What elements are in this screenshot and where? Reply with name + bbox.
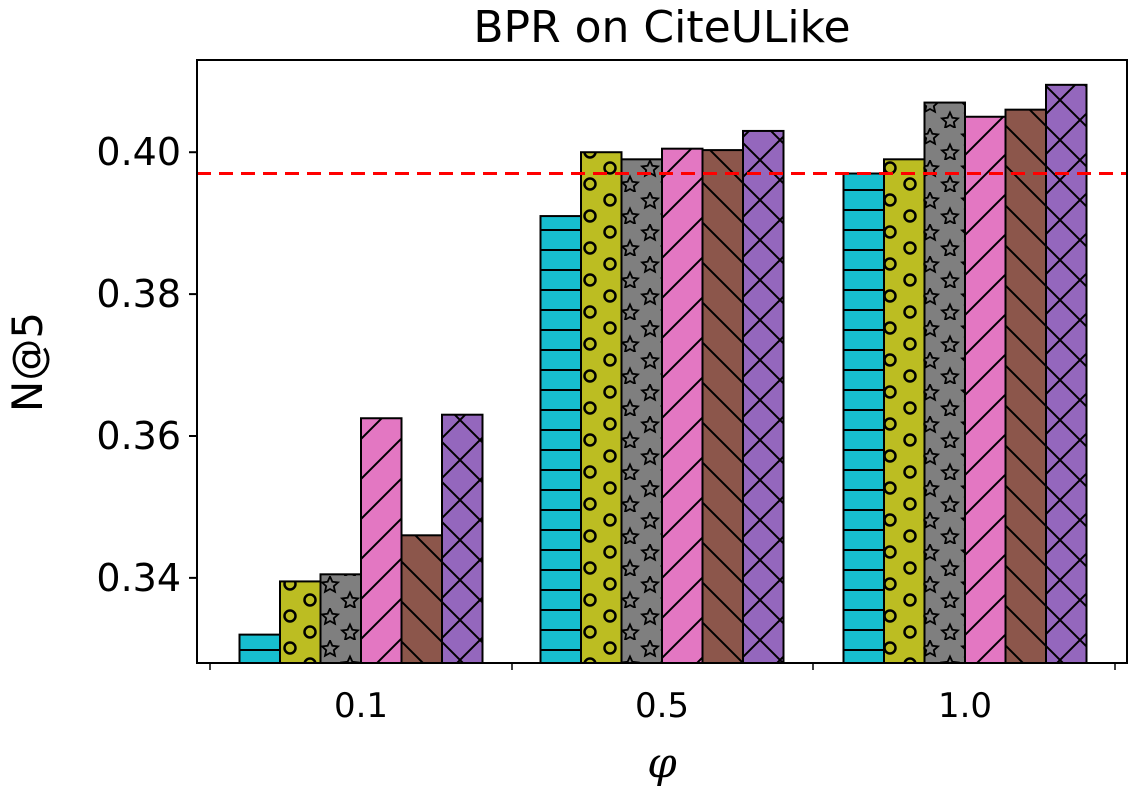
bar-hatch-series-6-0.1 bbox=[441, 413, 484, 664]
bar-hatch-series-3-0.1 bbox=[319, 573, 362, 665]
bar-hatch-series-3-0.5 bbox=[620, 158, 663, 664]
bar-hatch-series-4-0.1 bbox=[360, 417, 403, 664]
y-tick-label: 0.40 bbox=[96, 130, 181, 174]
x-axis-label: φ bbox=[647, 738, 677, 787]
bar-hatch-series-4-0.5 bbox=[661, 147, 704, 665]
bar-hatch-series-3-1.0 bbox=[923, 101, 966, 665]
plot-frame bbox=[196, 59, 1128, 664]
x-axis-ticks: 0.1 0.5 1.0 bbox=[209, 663, 1116, 726]
x-tick-label: 0.1 bbox=[334, 686, 388, 726]
bar-hatch-series-5-0.1 bbox=[400, 534, 443, 665]
y-tick-label: 0.34 bbox=[96, 556, 181, 600]
bar-hatch-series-2-0.5 bbox=[580, 151, 623, 664]
bars-group bbox=[238, 83, 1088, 665]
x-tick-label: 1.0 bbox=[938, 686, 992, 726]
bar-hatch-series-2-1.0 bbox=[883, 158, 926, 664]
bar-hatch-series-1-1.0 bbox=[842, 172, 885, 664]
y-tick-label: 0.38 bbox=[96, 272, 181, 316]
y-axis-label: N@5 bbox=[3, 312, 52, 412]
x-tick-label: 0.5 bbox=[635, 686, 689, 726]
bar-hatch-series-2-0.1 bbox=[279, 580, 322, 665]
bar-hatch-series-5-1.0 bbox=[1004, 108, 1047, 665]
bar-hatch-series-6-1.0 bbox=[1045, 83, 1088, 665]
bar-hatch-series-4-1.0 bbox=[964, 115, 1007, 665]
y-axis-ticks: 0.34 0.36 0.38 0.40 bbox=[96, 130, 197, 600]
bar-hatch-series-1-0.1 bbox=[238, 633, 281, 665]
bar-hatch-series-5-0.5 bbox=[701, 149, 744, 665]
y-tick-label: 0.36 bbox=[96, 414, 181, 458]
chart-title: BPR on CiteULike bbox=[473, 2, 850, 53]
bar-hatch-series-6-0.5 bbox=[742, 129, 785, 665]
bar-hatch-series-1-0.5 bbox=[539, 215, 582, 664]
